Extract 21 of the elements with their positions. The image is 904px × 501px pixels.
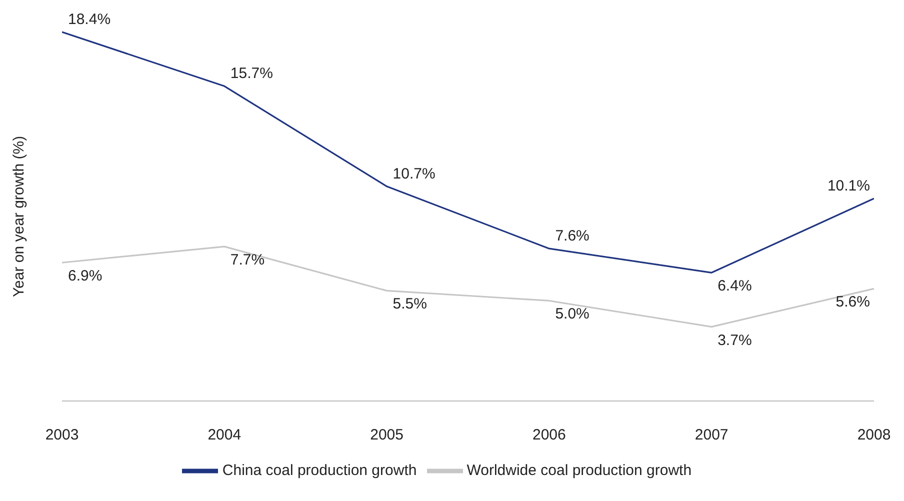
data-label: 15.7% <box>230 65 273 82</box>
data-label: 10.7% <box>392 165 436 182</box>
data-label: 7.7% <box>230 252 265 269</box>
data-label: 10.1% <box>827 177 870 194</box>
data-label: 5.5% <box>392 296 428 313</box>
data-label: 5.0% <box>555 306 590 323</box>
x-tick-label: 2006 <box>532 426 566 444</box>
x-tick-label: 2008 <box>857 426 891 444</box>
data-label: 6.4% <box>718 278 752 295</box>
data-label: 7.6% <box>555 228 590 245</box>
legend-label: Worldwide coal production growth <box>466 462 692 479</box>
data-label: 3.7% <box>718 332 752 349</box>
x-tick-label: 2004 <box>208 426 242 444</box>
x-tick-label: 2003 <box>45 426 79 444</box>
y-axis-title: Year on year growth (%) <box>10 136 28 298</box>
x-tick-label: 2007 <box>694 426 728 444</box>
data-label: 5.6% <box>836 294 870 311</box>
data-label: 6.9% <box>68 268 102 285</box>
legend-label: China coal production growth <box>222 462 417 479</box>
x-tick-label: 2005 <box>370 426 404 444</box>
data-label: 18.4% <box>68 11 111 28</box>
